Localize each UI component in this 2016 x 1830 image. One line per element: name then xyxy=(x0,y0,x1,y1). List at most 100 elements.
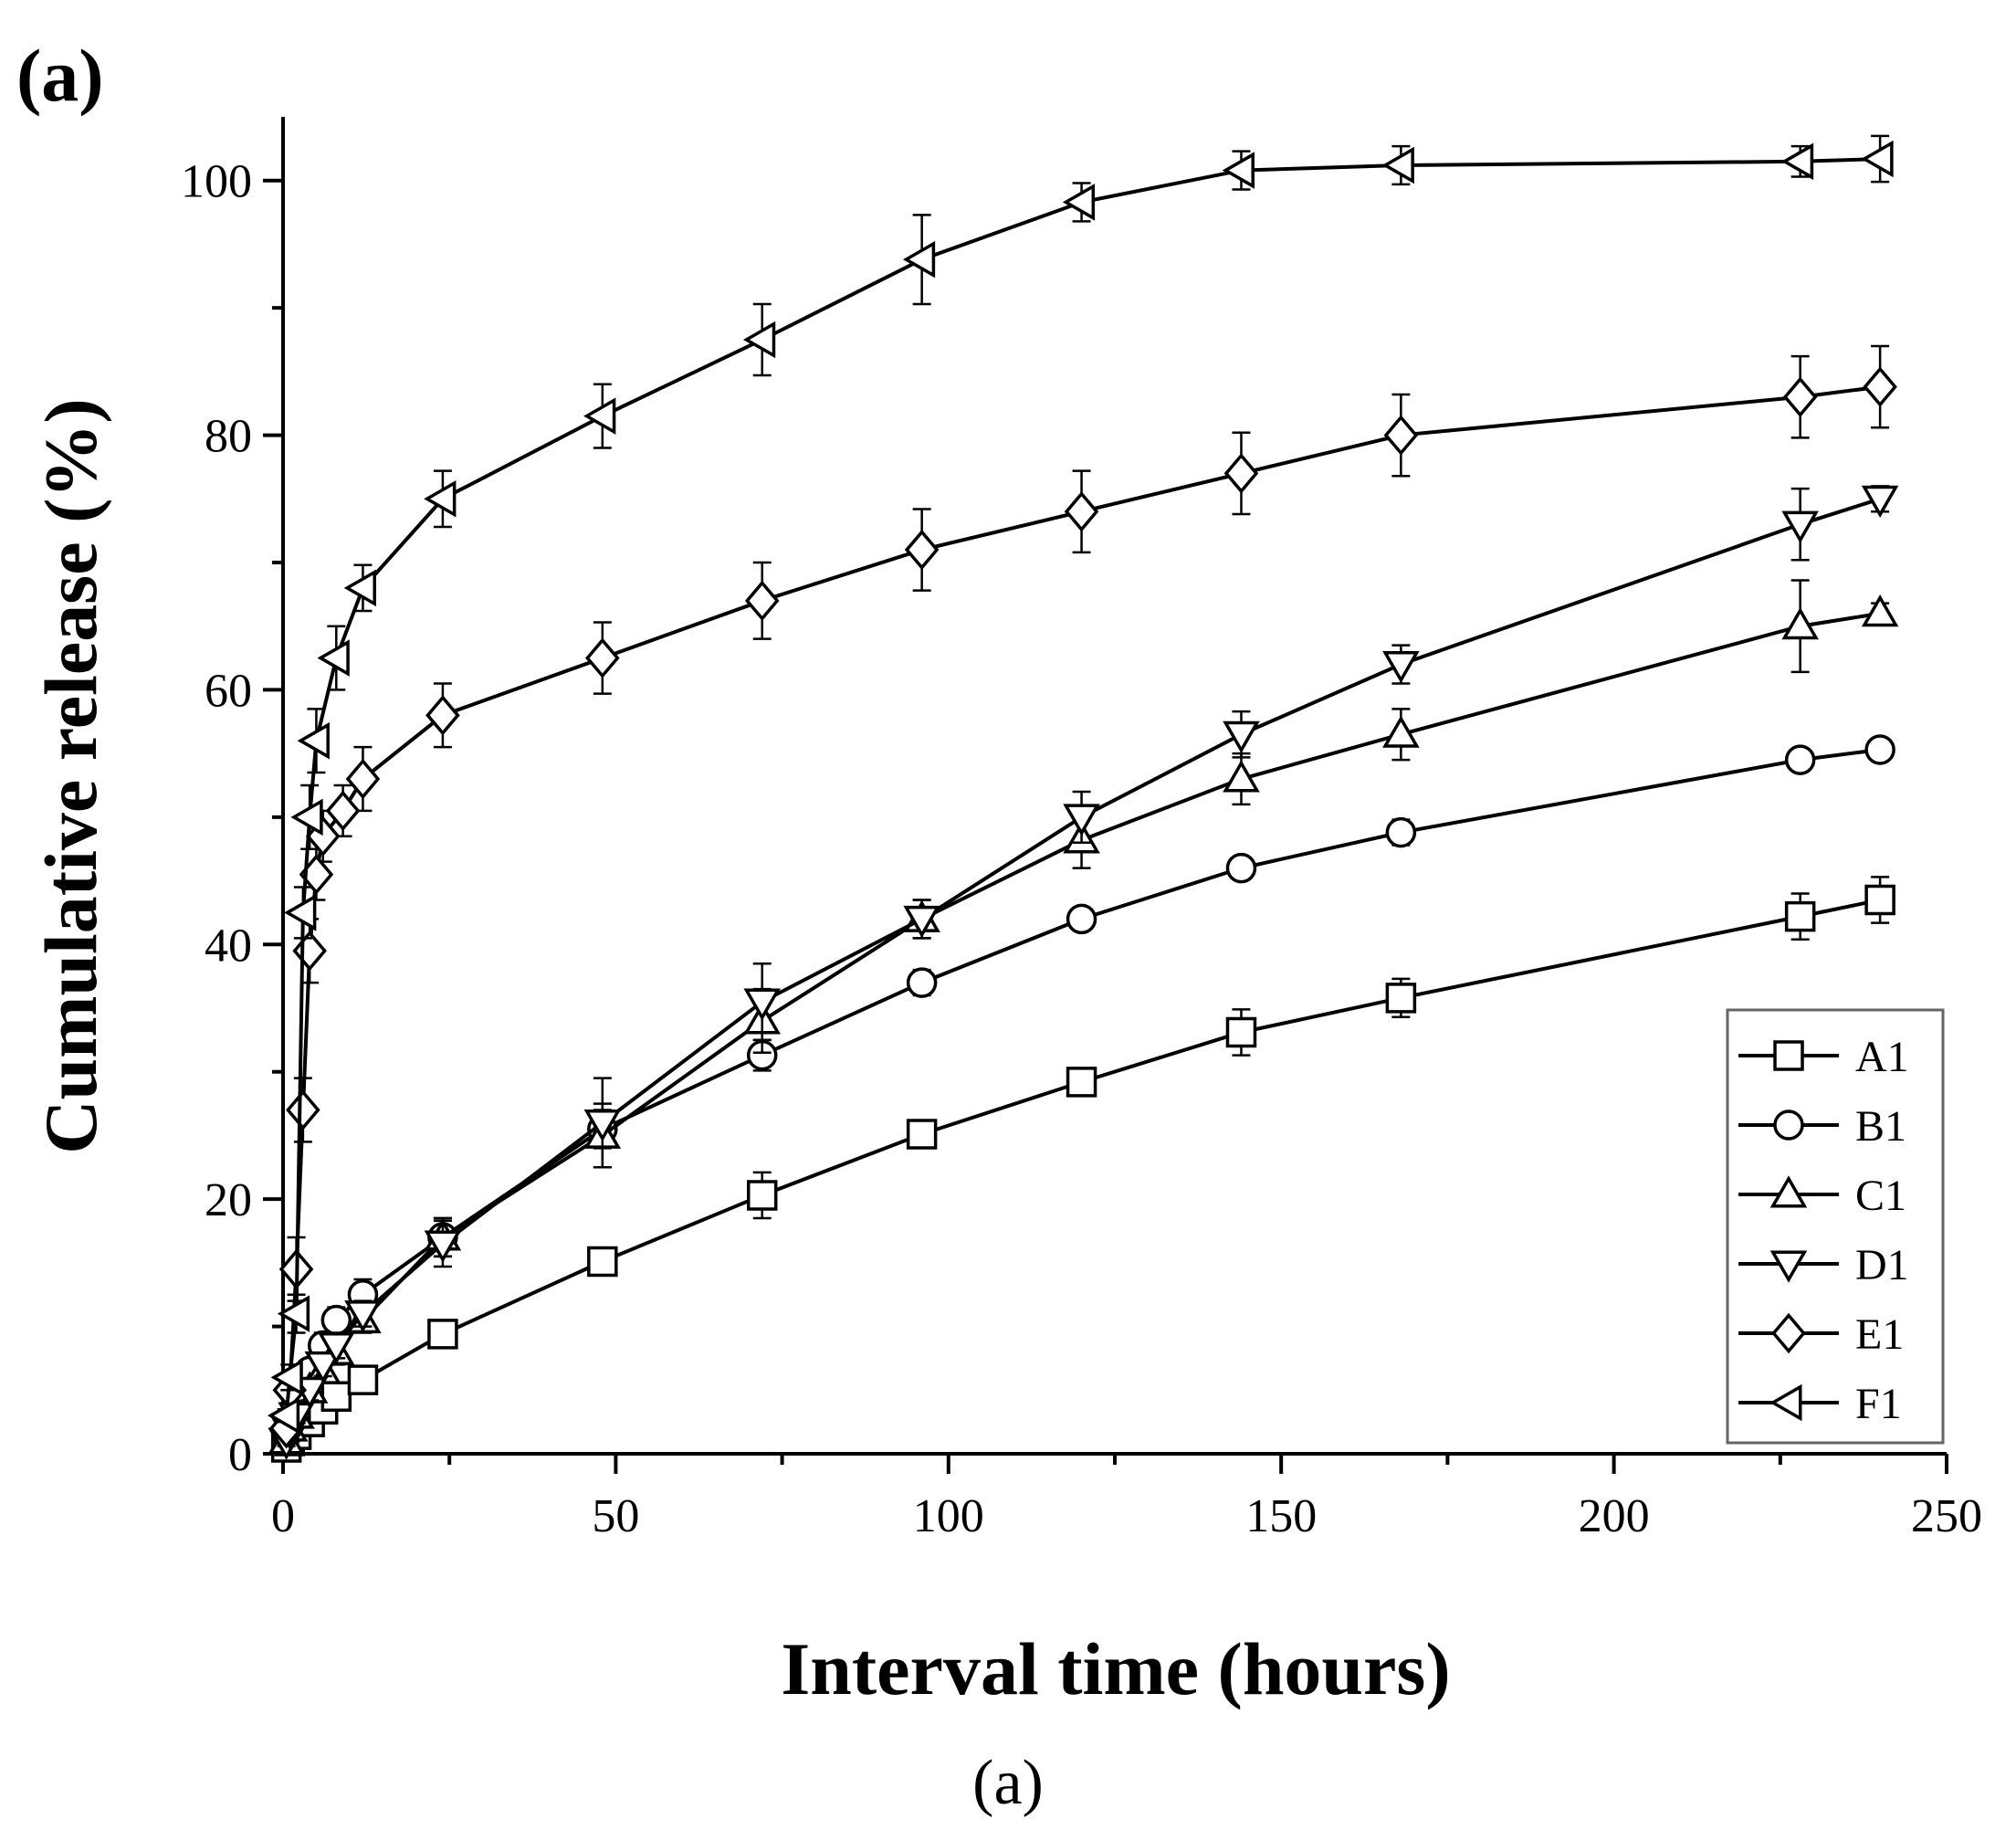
data-point xyxy=(343,569,376,607)
data-point xyxy=(318,1331,355,1365)
data-point xyxy=(1780,142,1814,181)
data-point xyxy=(427,1319,458,1350)
series-d1 xyxy=(268,485,1899,1460)
data-point xyxy=(906,1119,938,1150)
x-tick-label: 0 xyxy=(271,1490,295,1542)
series-c1 xyxy=(268,579,1899,1455)
data-point xyxy=(1383,415,1419,456)
data-point xyxy=(425,695,460,736)
data-point xyxy=(277,1295,310,1332)
x-tick-label: 200 xyxy=(1579,1490,1650,1542)
data-point xyxy=(290,798,323,836)
legend-label: C1 xyxy=(1855,1172,1906,1220)
data-point xyxy=(1861,594,1899,627)
data-point xyxy=(1385,816,1417,848)
x-tick-label: 100 xyxy=(913,1490,984,1542)
data-point xyxy=(743,988,782,1021)
data-point xyxy=(1066,1067,1097,1098)
x-tick-label: 150 xyxy=(1245,1490,1317,1542)
x-tick-label: 250 xyxy=(1911,1490,1982,1542)
data-point xyxy=(1781,606,1819,640)
data-point xyxy=(902,240,936,279)
data-point xyxy=(1225,852,1257,884)
data-point xyxy=(305,815,341,857)
data-point xyxy=(345,758,381,800)
data-point xyxy=(742,321,776,359)
data-point xyxy=(297,721,330,760)
data-point xyxy=(347,1364,379,1395)
legend-label: A1 xyxy=(1855,1033,1909,1081)
legend-label: E1 xyxy=(1855,1310,1904,1359)
data-point xyxy=(744,580,780,622)
series-a1 xyxy=(270,876,1895,1463)
data-point xyxy=(906,967,938,998)
legend-label: B1 xyxy=(1855,1102,1906,1151)
data-point xyxy=(270,1359,303,1396)
series-f1 xyxy=(267,134,1894,1435)
data-point xyxy=(284,894,317,931)
data-point xyxy=(1225,1016,1257,1048)
legend-marker xyxy=(1769,1383,1802,1422)
data-point xyxy=(1782,376,1818,417)
legend: A1 B1 C1 D1 E1 F1 xyxy=(1726,1008,1945,1445)
x-axis-title: Interval time (hours) xyxy=(781,1627,1450,1710)
panel-label: (a) xyxy=(16,34,104,117)
data-point xyxy=(1382,651,1420,684)
data-point xyxy=(1222,152,1255,189)
legend-marker xyxy=(1773,1110,1804,1141)
data-point xyxy=(424,480,457,518)
data-point xyxy=(746,1180,778,1211)
data-point xyxy=(1381,146,1414,184)
legend-marker xyxy=(1771,1312,1806,1354)
x-tick-label: 50 xyxy=(592,1490,639,1542)
series-line-c1 xyxy=(284,611,1881,1442)
data-point xyxy=(325,790,361,832)
axis-frame xyxy=(281,117,1947,1456)
data-point xyxy=(1382,715,1420,748)
plot-area: 0 50 100 150 200 250 0 20 40 60 80 100 A1 B1 C1 D1 E1 F1 xyxy=(181,117,1982,1542)
data-point xyxy=(1385,983,1417,1014)
data-point xyxy=(267,1396,300,1435)
data-point xyxy=(583,1109,622,1142)
y-tick-label: 100 xyxy=(181,156,252,208)
y-tick-label: 40 xyxy=(205,920,252,972)
data-point xyxy=(583,397,616,435)
data-point xyxy=(1784,900,1816,932)
data-point xyxy=(1062,184,1096,221)
y-tick-label: 60 xyxy=(205,665,252,717)
data-point xyxy=(904,529,940,571)
data-point xyxy=(585,637,620,678)
data-point xyxy=(344,1300,382,1333)
series-e1 xyxy=(268,344,1897,1449)
data-point xyxy=(304,1351,342,1384)
legend-label: D1 xyxy=(1855,1241,1909,1289)
legend-marker xyxy=(1769,1175,1808,1208)
legend-box xyxy=(1726,1008,1945,1445)
legend-label: F1 xyxy=(1855,1380,1902,1428)
legend-marker xyxy=(1769,1250,1808,1283)
y-tick-label: 0 xyxy=(228,1429,252,1481)
series-line-d1 xyxy=(284,497,1881,1442)
data-point xyxy=(286,1089,320,1131)
data-point xyxy=(1223,760,1260,793)
data-point xyxy=(1864,884,1895,916)
data-point xyxy=(1864,734,1895,765)
figure-caption: (a) xyxy=(972,1748,1044,1818)
data-point xyxy=(1223,720,1260,753)
data-point xyxy=(1781,510,1819,543)
data-point xyxy=(1861,485,1899,519)
data-point xyxy=(1784,744,1816,775)
data-point xyxy=(1063,804,1100,836)
data-point xyxy=(1064,491,1099,532)
data-point xyxy=(587,1246,618,1278)
data-point xyxy=(424,1230,462,1263)
data-point xyxy=(1861,140,1894,178)
data-point xyxy=(317,639,350,677)
data-point xyxy=(1066,903,1097,935)
data-point xyxy=(320,1381,352,1413)
series-line-a1 xyxy=(284,898,1881,1448)
data-point xyxy=(1223,453,1259,494)
legend-marker xyxy=(1773,1040,1804,1071)
data-point xyxy=(1863,366,1897,407)
